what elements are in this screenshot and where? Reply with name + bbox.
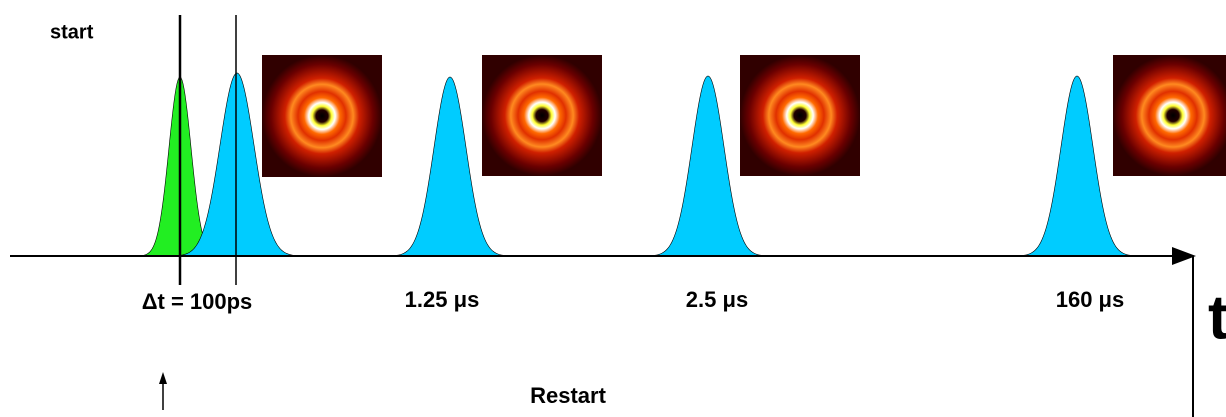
pulse-label: 1.25 μs <box>405 287 480 312</box>
diagram: start Δt = 100ps 1.25 μs 2.5 μs 160 μs t… <box>0 0 1226 417</box>
pulse-label: 160 μs <box>1056 287 1125 312</box>
restart-arrow-head <box>159 372 167 384</box>
start-label: start <box>50 21 94 43</box>
delay-label: Δt = 100ps <box>142 289 253 314</box>
diffraction-image <box>1113 55 1226 176</box>
diffraction-image <box>482 55 602 176</box>
restart-label: Restart <box>530 383 606 408</box>
pulse-label: 2.5 μs <box>686 287 748 312</box>
diffraction-image <box>740 55 860 176</box>
diffraction-image <box>262 55 382 177</box>
axis-label: t <box>1208 283 1226 352</box>
